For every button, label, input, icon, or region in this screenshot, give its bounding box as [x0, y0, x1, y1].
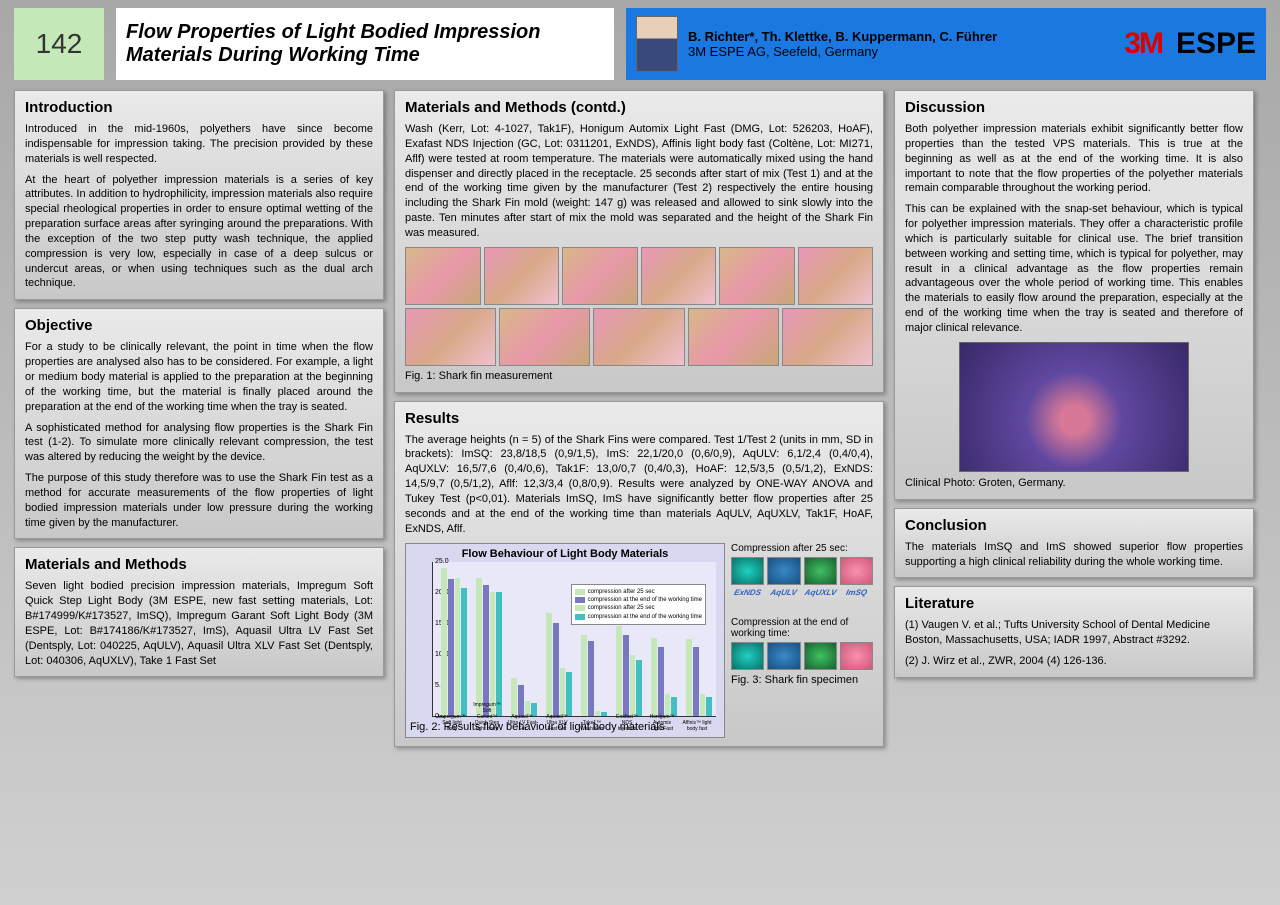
panel-literature: Literature (1) Vaugen V. et al.; Tufts U… — [894, 586, 1254, 678]
legend-item: compression at the end of the working ti… — [588, 613, 702, 621]
clinical-caption: Clinical Photo: Groten, Germany. — [905, 476, 1243, 491]
legend-item: compression after 25 sec — [588, 604, 655, 612]
column-1: Introduction Introduced in the mid-1960s… — [14, 90, 384, 895]
columns: Introduction Introduced in the mid-1960s… — [14, 90, 1266, 895]
lit-p1: (1) Vaugen V. et al.; Tufts University S… — [905, 618, 1243, 648]
column-3: Discussion Both polyether impression mat… — [894, 90, 1254, 895]
intro-heading: Introduction — [25, 99, 373, 116]
obj-heading: Objective — [25, 317, 373, 334]
panel-results: Results The average heights (n = 5) of t… — [394, 401, 884, 747]
poster-title: Flow Properties of Light Bodied Impressi… — [126, 21, 604, 67]
author-names: B. Richter*, Th. Klettke, B. Kuppermann,… — [688, 29, 1114, 44]
specimen-label: AqULV — [766, 588, 801, 597]
fig1-caption: Fig. 1: Shark fin measurement — [405, 369, 873, 384]
author-box: B. Richter*, Th. Klettke, B. Kuppermann,… — [626, 8, 1266, 80]
obj-p3: The purpose of this study therefore was … — [25, 471, 373, 530]
specimen-labels: ExNDS AqULV AqUXLV ImSQ — [731, 588, 873, 597]
specimen-photo — [804, 557, 837, 585]
mm-p1: Seven light bodied precision impression … — [25, 579, 373, 668]
header: 142 Flow Properties of Light Bodied Impr… — [14, 8, 1266, 80]
procedure-photo — [641, 247, 717, 305]
obj-p2: A sophisticated method for analysing flo… — [25, 421, 373, 466]
intro-p1: Introduced in the mid-1960s, polyethers … — [25, 122, 373, 167]
author-text: B. Richter*, Th. Klettke, B. Kuppermann,… — [688, 29, 1114, 59]
specimen-row-1 — [731, 557, 873, 585]
author-portrait — [636, 16, 678, 72]
specimen-photo — [767, 557, 800, 585]
photo-strip-1 — [405, 247, 873, 305]
obj-p1: For a study to be clinically relevant, t… — [25, 340, 373, 414]
specimen-photo — [804, 642, 837, 670]
mm2-p1: Wash (Kerr, Lot: 4-1027, Tak1F), Honigum… — [405, 122, 873, 241]
procedure-photo — [405, 308, 496, 366]
chart-legend: compression after 25 sec compression at … — [571, 584, 706, 626]
specimen-photo — [767, 642, 800, 670]
panel-discussion: Discussion Both polyether impression mat… — [894, 90, 1254, 500]
panel-objective: Objective For a study to be clinically r… — [14, 308, 384, 539]
chart-wrap: Flow Behaviour of Light Body Materials c… — [405, 543, 873, 738]
mm-heading: Materials and Methods — [25, 556, 373, 573]
procedure-photo — [484, 247, 560, 305]
procedure-photo — [688, 308, 779, 366]
disc-p2: This can be explained with the snap-set … — [905, 202, 1243, 336]
specimen-label: ExNDS — [730, 588, 765, 597]
lit-heading: Literature — [905, 595, 1243, 612]
procedure-photo — [499, 308, 590, 366]
panel-introduction: Introduction Introduced in the mid-1960s… — [14, 90, 384, 300]
bar-chart: Flow Behaviour of Light Body Materials c… — [405, 543, 725, 738]
author-affiliation: 3M ESPE AG, Seefeld, Germany — [688, 44, 1114, 59]
specimen-photo — [840, 642, 873, 670]
disc-heading: Discussion — [905, 99, 1243, 116]
specimen-label: ImSQ — [839, 588, 874, 597]
res-p1: The average heights (n = 5) of the Shark… — [405, 433, 873, 537]
lit-p2: (2) J. Wirz et al., ZWR, 2004 (4) 126-13… — [905, 654, 1243, 669]
conc-heading: Conclusion — [905, 517, 1243, 534]
procedure-photo — [798, 247, 874, 305]
conc-p1: The materials ImSQ and ImS showed superi… — [905, 540, 1243, 570]
mm2-heading: Materials and Methods (contd.) — [405, 99, 873, 116]
specimen-photo — [731, 642, 764, 670]
legend-item: compression at the end of the working ti… — [588, 596, 702, 604]
panel-materials-contd: Materials and Methods (contd.) Wash (Ker… — [394, 90, 884, 393]
specimen-photo — [731, 557, 764, 585]
column-2: Materials and Methods (contd.) Wash (Ker… — [394, 90, 884, 895]
fig3-caption: Fig. 3: Shark fin specimen — [731, 673, 873, 688]
chart-area: compression after 25 sec compression at … — [432, 562, 716, 717]
procedure-photo — [405, 247, 481, 305]
procedure-photo — [782, 308, 873, 366]
chart-title: Flow Behaviour of Light Body Materials — [410, 548, 720, 560]
panel-conclusion: Conclusion The materials ImSQ and ImS sh… — [894, 508, 1254, 579]
side-label-1: Compression after 25 sec: — [731, 543, 873, 554]
procedure-photo — [562, 247, 638, 305]
procedure-photo — [719, 247, 795, 305]
disc-p1: Both polyether impression materials exhi… — [905, 122, 1243, 196]
specimen-row-2 — [731, 642, 873, 670]
side-label-2: Compression at the end of working time: — [731, 617, 873, 639]
specimen-column: Compression after 25 sec: ExNDS AqULV Aq… — [731, 543, 873, 738]
clinical-photo — [959, 342, 1189, 472]
intro-p2: At the heart of polyether impression mat… — [25, 173, 373, 292]
res-heading: Results — [405, 410, 873, 427]
procedure-photo — [593, 308, 684, 366]
logo-3m: 3M — [1124, 27, 1162, 61]
logo-espe: ESPE — [1176, 27, 1256, 61]
poster: 142 Flow Properties of Light Bodied Impr… — [0, 0, 1280, 905]
panel-materials: Materials and Methods Seven light bodied… — [14, 547, 384, 677]
photo-strip-2 — [405, 308, 873, 366]
poster-number: 142 — [14, 8, 104, 80]
specimen-photo — [840, 557, 873, 585]
legend-item: compression after 25 sec — [588, 588, 655, 596]
title-box: Flow Properties of Light Bodied Impressi… — [116, 8, 614, 80]
specimen-label: AqUXLV — [803, 588, 838, 597]
